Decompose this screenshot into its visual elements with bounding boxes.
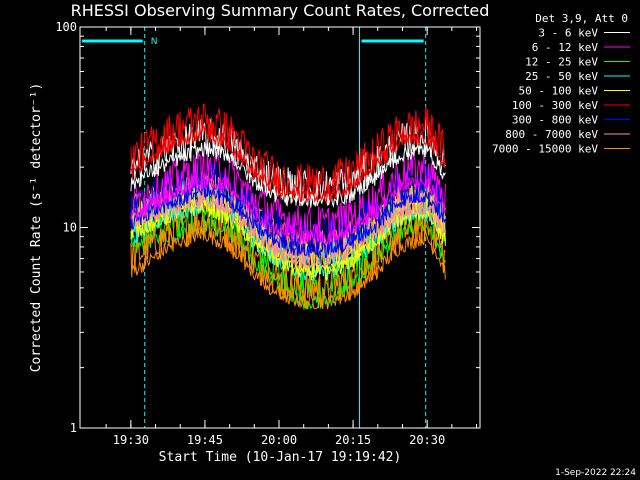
x-tick-label: 20:00 [261,433,297,447]
series-envelope-1 [130,173,446,247]
series-envelope-0 [130,142,446,208]
legend-entry-label: 100 - 300 keV [512,99,598,112]
series-envelope-6 [130,182,446,259]
y-tick-label: 100 [55,20,77,34]
y-axis-label: Corrected Count Rate (s⁻¹ detector⁻¹) [29,83,44,373]
y-tick-label: 10 [63,221,77,235]
legend-header: Det 3,9, Att 0 [535,12,628,25]
legend-entry-label: 7000 - 15000 keV [492,143,598,156]
legend-entry-label: 6 - 12 keV [532,41,599,54]
series-line-1 [130,151,446,244]
plot-area: N [80,27,446,428]
legend-entry-label: 3 - 6 keV [538,27,598,40]
x-tick-label: 19:45 [187,433,223,447]
x-tick-label: 20:30 [409,433,445,447]
x-tick-label: 19:30 [113,433,149,447]
series-envelope-8 [130,228,446,310]
x-axis-label: Start Time (10-Jan-17 19:19:42) [159,450,402,465]
series-line-2 [130,194,446,309]
legend-entry-label: 12 - 25 keV [525,56,598,69]
night-flag-label: N [151,37,158,47]
series-envelope-7 [130,194,446,270]
legend-entry-label: 25 - 50 keV [525,70,598,83]
legend-entry-label: 50 - 100 keV [519,85,599,98]
axes: 1 10 100 19:30 19:45 20:00 20:15 20:30 Start Tim… [29,20,481,465]
legend-entry-label: 800 - 7000 keV [505,128,598,141]
series-envelope-5 [130,125,446,203]
series-line-5 [130,103,446,205]
legend-entry-label: 300 - 800 keV [512,114,598,127]
x-tick-label: 20:15 [335,433,371,447]
chart-title: RHESSI Observing Summary Count Rates, Co… [70,1,490,20]
footer-timestamp: 1-Sep-2022 22:24 [555,468,636,478]
y-tick-label: 1 [70,421,77,435]
data-layer: N [80,27,446,428]
